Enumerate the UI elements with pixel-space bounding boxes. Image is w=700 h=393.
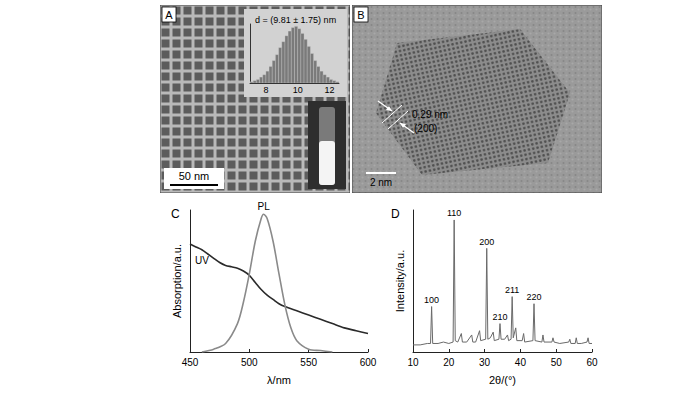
svg-text:20: 20 bbox=[443, 357, 455, 368]
svg-text:d = (9.81 ± 1.75) nm: d = (9.81 ± 1.75) nm bbox=[255, 15, 336, 25]
svg-text:220: 220 bbox=[526, 292, 541, 302]
svg-text:2θ/(°): 2θ/(°) bbox=[489, 374, 516, 386]
svg-text:60: 60 bbox=[586, 357, 598, 368]
svg-text:(200): (200) bbox=[414, 123, 437, 134]
svg-text:600: 600 bbox=[360, 357, 377, 368]
svg-text:10: 10 bbox=[407, 357, 419, 368]
svg-text:B: B bbox=[357, 9, 364, 21]
svg-text:50: 50 bbox=[551, 357, 563, 368]
svg-text:12: 12 bbox=[324, 85, 334, 95]
svg-text:Absorption/a.u.: Absorption/a.u. bbox=[171, 244, 183, 318]
svg-text:PL: PL bbox=[257, 201, 270, 212]
svg-text:100: 100 bbox=[424, 295, 439, 305]
svg-text:40: 40 bbox=[515, 357, 527, 368]
svg-text:110: 110 bbox=[447, 208, 461, 218]
svg-text:200: 200 bbox=[479, 237, 494, 247]
svg-text:A: A bbox=[165, 9, 173, 21]
svg-text:C: C bbox=[171, 207, 180, 221]
svg-text:10: 10 bbox=[293, 85, 303, 95]
svg-text:30: 30 bbox=[479, 357, 491, 368]
svg-text:50 nm: 50 nm bbox=[179, 170, 210, 182]
svg-text:D: D bbox=[391, 207, 400, 221]
svg-text:550: 550 bbox=[300, 357, 317, 368]
svg-text:211: 211 bbox=[505, 285, 519, 295]
svg-text:8: 8 bbox=[263, 85, 268, 95]
svg-text:450: 450 bbox=[182, 357, 199, 368]
svg-text:λ/nm: λ/nm bbox=[267, 374, 291, 386]
svg-text:UV: UV bbox=[195, 255, 209, 266]
svg-text:Intensity/a.u.: Intensity/a.u. bbox=[394, 250, 406, 312]
svg-text:0.29 nm: 0.29 nm bbox=[412, 109, 448, 120]
svg-text:500: 500 bbox=[241, 357, 258, 368]
svg-text:210: 210 bbox=[492, 312, 507, 322]
svg-text:2 nm: 2 nm bbox=[370, 177, 392, 188]
